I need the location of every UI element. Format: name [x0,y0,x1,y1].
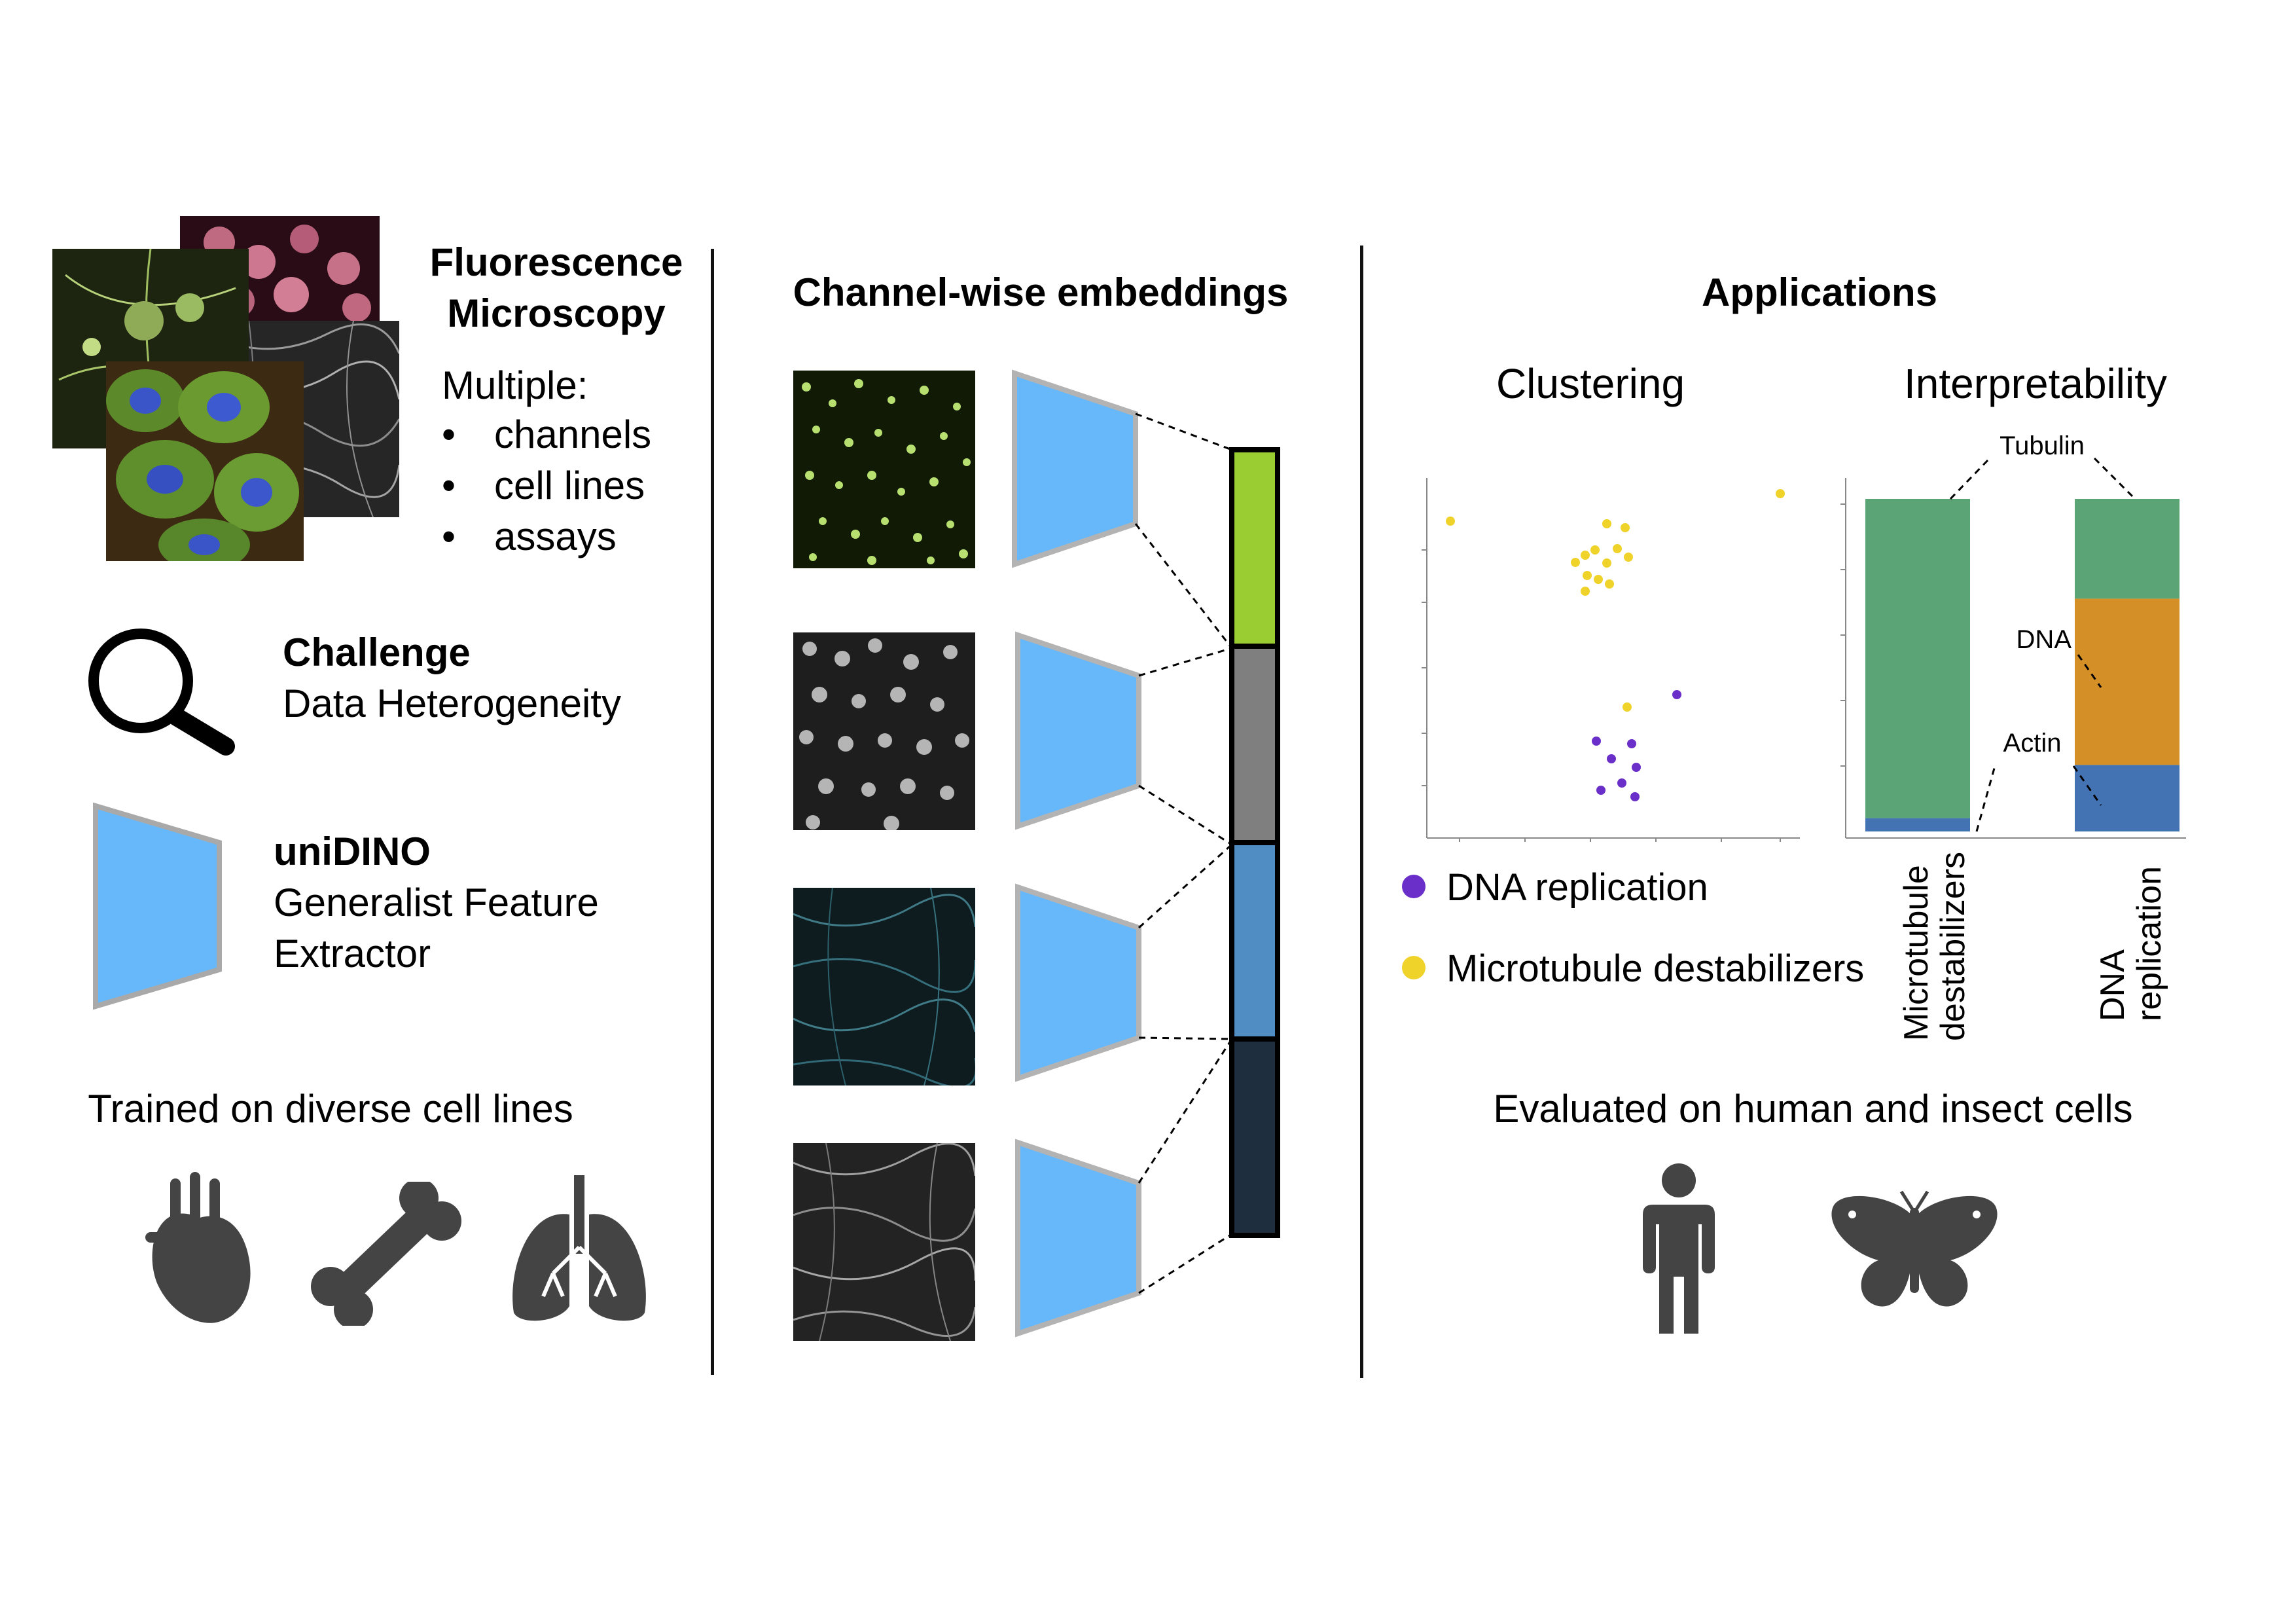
legend-label-dna-replication: DNA replication [1446,866,1708,909]
bar-segment-actin [2075,765,2179,831]
embedding-segment-3 [1229,840,1280,1042]
legend-dot-dna-replication [1402,875,1426,898]
category-label-microtubule: Microtubuledestabilizers [1897,852,1972,1041]
legend-dot-microtubule [1402,956,1426,979]
middle-title: Channel-wise embeddings [793,270,1289,314]
bar-segment-tubulin [1865,499,1970,818]
model-desc-line2: Extractor [274,932,431,976]
category-label-dna: DNAreplication [2094,866,2168,1021]
bullet-item: • channels [442,409,717,460]
fluorescence-title-line1: Fluorescence [429,240,683,284]
challenge-text: Data Heterogeneity [283,682,621,725]
fluorescence-title-line2: Microscopy [447,291,666,335]
scatter-point [1581,551,1590,560]
scatter-axes [1422,478,1800,842]
microscopy-image-rgb-cells [106,361,304,561]
scatter-point [1605,579,1614,589]
trained-caption: Trained on diverse cell lines [88,1087,573,1131]
category-label-microtubule-line1: Microtubule [1897,865,1935,1041]
encoder-1 [1012,369,1138,568]
scatter-point [1592,737,1601,746]
channel-image-cyan-cytoskeleton [793,888,975,1085]
channel-image-gray-cytoskeleton [793,1143,975,1341]
scatter-point [1624,553,1633,562]
scatter-point [1621,523,1630,532]
bar-category-labels: Microtubuledestabilizers DNAreplication [1897,852,2168,1041]
embedding-diagram [1012,369,1280,1338]
encoder-icon [93,802,222,1010]
channel-image-green [793,371,975,568]
challenge-title: Challenge [283,630,471,674]
scatter-point [1446,517,1455,526]
model-desc-line1: Generalist Feature [274,881,599,924]
bullet-item: • cell lines [442,460,717,511]
interpretability-label: Interpretability [1904,360,2167,407]
encoder-4 [1015,1139,1141,1338]
bullet-channels: channels [494,412,652,456]
annotation-leaders [1949,457,2135,832]
scatter-point [1583,571,1592,580]
scatter-point [1613,544,1622,553]
magnifier-icon [88,629,235,756]
scatter-point [1623,702,1632,712]
bone-icon [311,1182,461,1326]
scatter-point [1571,558,1580,567]
annotation-actin: Actin [2003,729,2062,757]
scatter-point [1630,792,1640,801]
embedding-bar [1229,447,1280,1238]
scatter-point [1617,778,1626,788]
embedding-segment-2 [1229,644,1280,845]
evaluated-caption: Evaluated on human and insect cells [1493,1087,2133,1131]
legend-label-microtubule: Microtubule destabilizers [1446,947,1865,990]
model-name: uniDINO [274,830,431,873]
category-label-microtubule-line2: destabilizers [1934,852,1972,1041]
heart-icon [145,1172,251,1323]
butterfly-icon [1831,1190,1998,1307]
scatter-point [1607,754,1616,763]
bar-segment-tubulin [2075,499,2179,599]
bar-segment-dna [2075,598,2179,765]
scatter-point [1776,489,1785,498]
connector-lines [1134,412,1233,1294]
scatter-point [1602,519,1611,528]
scatter-point [1602,558,1611,568]
annotation-dna: DNA [2017,625,2072,654]
applications-title: Applications [1701,270,1938,314]
channel-image-gray-nuclei [793,632,975,830]
human-icon [1643,1163,1715,1334]
scatter-points-dna [1592,690,1681,801]
interpretability-chart: Tubulin DNA Actin Microtubuledestabilize… [1840,431,2186,1041]
encoder-2 [1015,631,1141,830]
category-label-dna-line1: DNA [2094,949,2132,1021]
divider-right [1360,246,1363,1378]
category-label-dna-line2: replication [2130,866,2168,1021]
bullet-assays: assays [494,515,617,558]
embedding-segment-4 [1229,1036,1280,1238]
scatter-point [1581,587,1590,596]
encoder-3 [1015,883,1141,1082]
stacked-bars [1865,499,2179,831]
lungs-icon [512,1175,646,1321]
divider-left [711,249,714,1375]
scatter-point [1672,690,1681,699]
encoder-trapezoids [1012,369,1141,1338]
scatter-points-microtubule [1446,489,1785,712]
embedding-segment-1 [1229,447,1280,649]
multiple-label: Multiple: [442,363,588,407]
bar-segment-actin [1865,818,1970,831]
clustering-label: Clustering [1496,360,1685,407]
clustering-scatter [1422,478,1800,842]
scatter-point [1632,763,1641,772]
bullet-item: • assays [442,511,717,562]
bullet-cell-lines: cell lines [494,464,645,507]
scatter-point [1596,786,1605,795]
annotation-tubulin: Tubulin [2000,431,2085,460]
scatter-point [1594,575,1603,584]
bar-axes [1840,478,2186,839]
scatter-point [1590,545,1600,555]
scatter-point [1627,739,1636,748]
